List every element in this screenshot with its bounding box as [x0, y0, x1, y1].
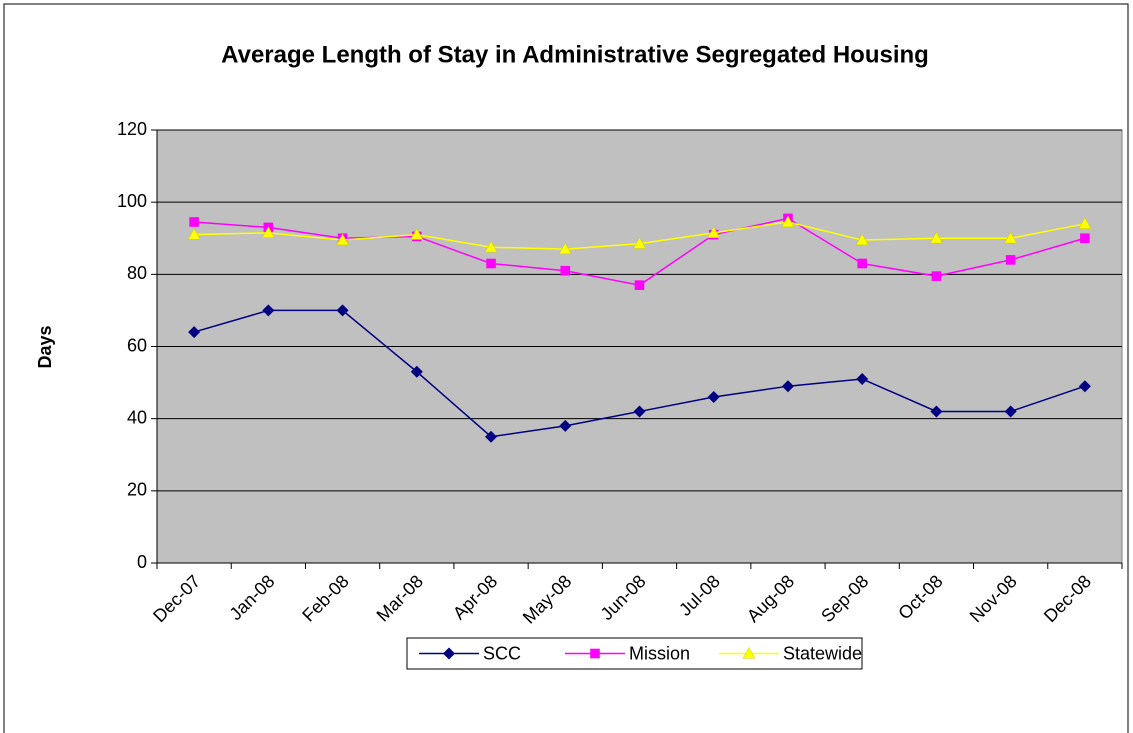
marker	[410, 228, 424, 240]
marker	[443, 647, 455, 660]
y-tick-label: 80	[127, 263, 147, 283]
legend-label: Mission	[629, 643, 690, 663]
marker	[633, 405, 646, 418]
y-tick-label: 100	[117, 191, 147, 211]
marker	[1078, 217, 1092, 229]
chart-title: Average Length of Stay in Administrative…	[221, 41, 929, 68]
legend-label: SCC	[483, 643, 521, 663]
marker	[1078, 380, 1091, 393]
marker	[559, 419, 572, 432]
legend-label: Statewide	[783, 643, 862, 663]
y-tick-label: 20	[127, 480, 147, 500]
y-tick-label: 0	[137, 552, 147, 572]
marker	[781, 380, 794, 393]
marker	[1004, 231, 1018, 244]
marker	[262, 304, 275, 317]
marker	[187, 228, 201, 240]
marker	[857, 258, 867, 269]
marker	[742, 646, 756, 659]
marker	[485, 430, 498, 443]
marker	[634, 280, 645, 290]
legend-box	[406, 637, 863, 670]
marker	[336, 304, 349, 317]
marker	[484, 240, 498, 253]
marker	[189, 217, 199, 227]
marker	[633, 237, 646, 249]
marker	[856, 372, 869, 385]
marker	[930, 405, 943, 418]
marker	[707, 391, 720, 404]
y-tick-label: 40	[127, 407, 147, 427]
marker	[261, 226, 275, 238]
marker	[558, 242, 572, 255]
marker	[590, 648, 600, 659]
marker	[855, 233, 869, 246]
y-tick-label: 120	[117, 119, 147, 139]
marker	[560, 265, 571, 276]
marker	[1005, 255, 1016, 265]
marker	[1080, 233, 1090, 244]
y-axis-label: Days	[35, 325, 55, 368]
marker	[707, 226, 721, 238]
y-tick-label: 60	[127, 335, 147, 355]
marker	[188, 326, 201, 339]
marker	[486, 258, 496, 269]
marker	[410, 365, 423, 378]
marker	[931, 271, 942, 281]
marker	[336, 233, 350, 246]
marker	[929, 231, 943, 244]
marker	[781, 215, 795, 228]
marker	[1004, 405, 1017, 418]
